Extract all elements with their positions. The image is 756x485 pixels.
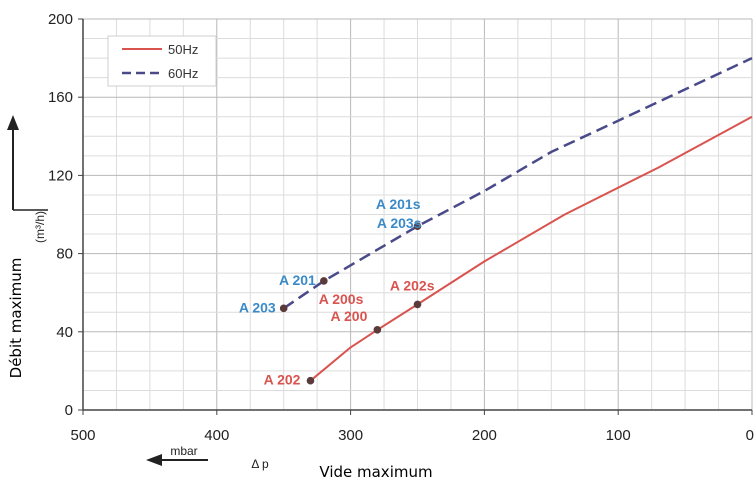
y-axis-arrow (7, 115, 48, 211)
data-points (279, 222, 422, 385)
series-lines (282, 56, 753, 382)
tick-labels: 500 400 300 200 100 0 0 40 80 120 160 200 (48, 11, 754, 444)
y-axis-unit: (m³/h) (33, 211, 47, 243)
y-tick-label: 120 (48, 167, 73, 184)
point-label: A 202s (390, 277, 435, 293)
x-tick-label: 200 (472, 427, 497, 444)
point-label: A 200 (331, 308, 368, 324)
y-tick-label: 200 (48, 11, 73, 28)
y-tick-label: 160 (48, 89, 73, 106)
legend-label-50hz: 50Hz (168, 42, 198, 57)
y-tick-label: 80 (56, 246, 73, 263)
point-label: A 203s (377, 215, 422, 231)
x-tick-label: 400 (204, 427, 229, 444)
x-axis-arrow (146, 454, 208, 466)
legend-box (107, 35, 217, 87)
point-label: A 203 (239, 299, 276, 315)
x-axis-unit: mbar (170, 444, 197, 458)
y-tick-label: 0 (65, 402, 73, 419)
point-label: A 201 (279, 272, 316, 288)
data-point (306, 376, 315, 385)
x-tick-label: 500 (70, 427, 95, 444)
x-tick-label: 100 (606, 427, 631, 444)
axes (82, 19, 752, 411)
data-point (279, 304, 288, 313)
x-axis-title: Vide maximum (319, 463, 432, 481)
point-label: A 201s (376, 196, 421, 212)
x-tick-label: 300 (338, 427, 363, 444)
y-tick-label: 40 (56, 324, 73, 341)
data-point (413, 300, 422, 309)
y-axis-title: Débit maximum (7, 258, 25, 379)
x-tick-label: 0 (746, 427, 754, 444)
data-point (320, 277, 328, 285)
point-label: A 202 (264, 372, 301, 388)
data-point (413, 222, 422, 231)
point-label: A 200s (319, 291, 364, 307)
series-line-50hz (309, 115, 753, 382)
series-line-60hz (282, 56, 753, 310)
legend: 50Hz 60Hz (107, 35, 217, 87)
legend-label-60hz: 60Hz (168, 66, 198, 81)
data-point (373, 326, 382, 334)
x-axis-symbol: Δ p (251, 457, 269, 471)
